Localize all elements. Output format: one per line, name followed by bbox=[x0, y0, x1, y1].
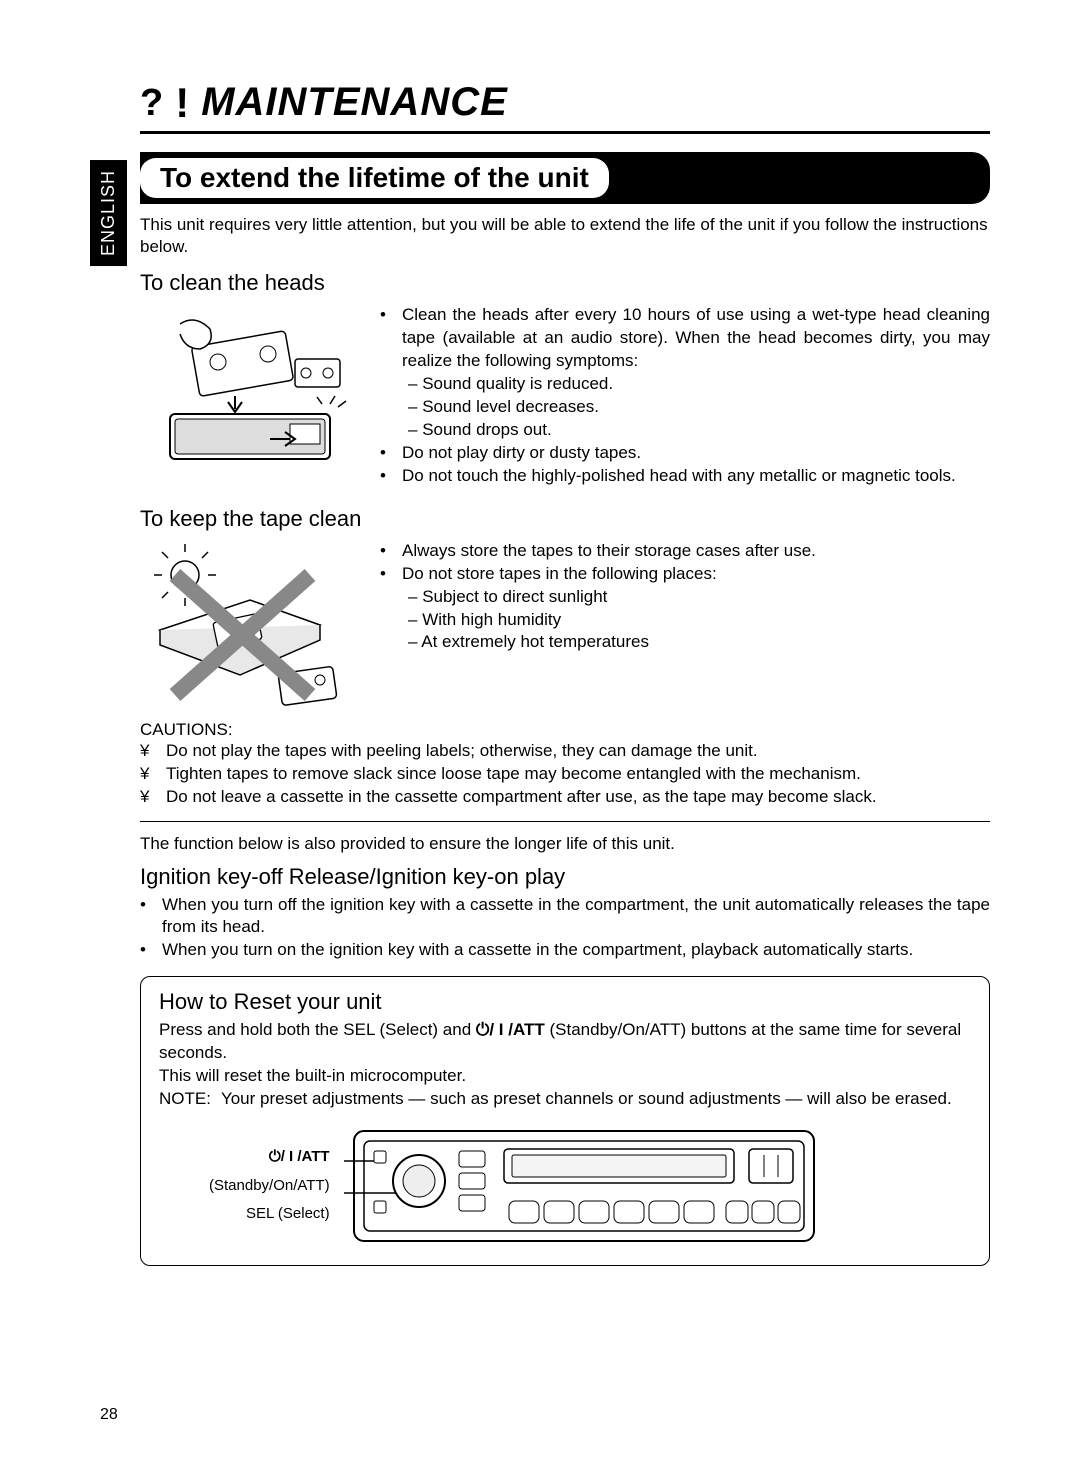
keep-tape-row: Always store the tapes to their storage … bbox=[140, 540, 990, 710]
sub-text: At extremely hot temperatures bbox=[408, 631, 816, 654]
content-area: This unit requires very little attention… bbox=[140, 214, 990, 1266]
bullet-text: Always store the tapes to their storage … bbox=[402, 540, 816, 563]
sub-text: With high humidity bbox=[408, 609, 816, 632]
cautions-heading: CAUTIONS: bbox=[140, 720, 990, 740]
reset-diagram-labels: ⏻/ I /ATT (Standby/On/ATT) SEL (Select) bbox=[209, 1143, 330, 1229]
keep-tape-illustration bbox=[140, 540, 360, 710]
cautions-list: Do not play the tapes with peeling label… bbox=[140, 740, 990, 809]
note-body: Your preset adjustments — such as preset… bbox=[221, 1088, 952, 1111]
caution-text: Do not play the tapes with peeling label… bbox=[166, 740, 758, 763]
page-number: 28 bbox=[100, 1406, 118, 1424]
exclamation-icon: ! bbox=[175, 82, 189, 124]
car-stereo-illustration bbox=[344, 1121, 824, 1251]
title-row: ? ! MAINTENANCE bbox=[140, 80, 990, 134]
bullet-text: When you turn on the ignition key with a… bbox=[162, 939, 913, 962]
reset-line1a: Press and hold both the SEL (Select) and bbox=[159, 1020, 476, 1039]
ignition-heading: Ignition key-off Release/Ignition key-on… bbox=[140, 864, 990, 890]
sub-text: Sound drops out. bbox=[408, 419, 990, 442]
sub-text: Sound quality is reduced. bbox=[408, 373, 990, 396]
reset-body: Press and hold both the SEL (Select) and… bbox=[159, 1019, 971, 1111]
section-banner: To extend the lifetime of the unit bbox=[140, 152, 990, 204]
clean-heads-row: Clean the heads after every 10 hours of … bbox=[140, 304, 990, 488]
power-symbol: ⏻/ I /ATT bbox=[476, 1020, 545, 1039]
diag-standby-label: (Standby/On/ATT) bbox=[209, 1172, 330, 1201]
caution-text: Do not leave a cassette in the cassette … bbox=[166, 786, 877, 809]
section-heading: To extend the lifetime of the unit bbox=[140, 158, 609, 198]
reset-line2: This will reset the built-in microcomput… bbox=[159, 1065, 971, 1088]
caution-text: Tighten tapes to remove slack since loos… bbox=[166, 763, 861, 786]
keep-tape-bullets: Always store the tapes to their storage … bbox=[380, 540, 816, 710]
ignition-bullets: When you turn off the ignition key with … bbox=[140, 894, 990, 963]
bullet-text: When you turn off the ignition key with … bbox=[162, 894, 990, 940]
language-tab: ENGLISH bbox=[90, 160, 127, 266]
note-label: NOTE: bbox=[159, 1088, 211, 1111]
sub-text: Sound level decreases. bbox=[408, 396, 990, 419]
divider bbox=[140, 821, 990, 822]
sub-text: Subject to direct sunlight bbox=[408, 586, 816, 609]
bullet-text: Do not store tapes in the following plac… bbox=[402, 563, 717, 586]
bullet-text: Do not play dirty or dusty tapes. bbox=[402, 442, 641, 465]
reset-box: How to Reset your unit Press and hold bo… bbox=[140, 976, 990, 1266]
function-intro: The function below is also provided to e… bbox=[140, 834, 990, 854]
clean-heads-illustration bbox=[140, 304, 360, 484]
bullet-text: Clean the heads after every 10 hours of … bbox=[402, 304, 990, 373]
reset-diagram: ⏻/ I /ATT (Standby/On/ATT) SEL (Select) bbox=[159, 1121, 971, 1251]
reset-heading: How to Reset your unit bbox=[159, 989, 971, 1015]
question-icon: ? bbox=[140, 84, 163, 122]
keep-tape-heading: To keep the tape clean bbox=[140, 506, 990, 532]
diag-power-label: ⏻/ I /ATT bbox=[269, 1148, 330, 1165]
page-title: MAINTENANCE bbox=[201, 80, 508, 125]
bullet-text: Do not touch the highly-polished head wi… bbox=[402, 465, 956, 488]
clean-heads-bullets: Clean the heads after every 10 hours of … bbox=[380, 304, 990, 488]
intro-text: This unit requires very little attention… bbox=[140, 214, 990, 258]
clean-heads-heading: To clean the heads bbox=[140, 270, 990, 296]
diag-sel-label: SEL (Select) bbox=[209, 1200, 330, 1229]
